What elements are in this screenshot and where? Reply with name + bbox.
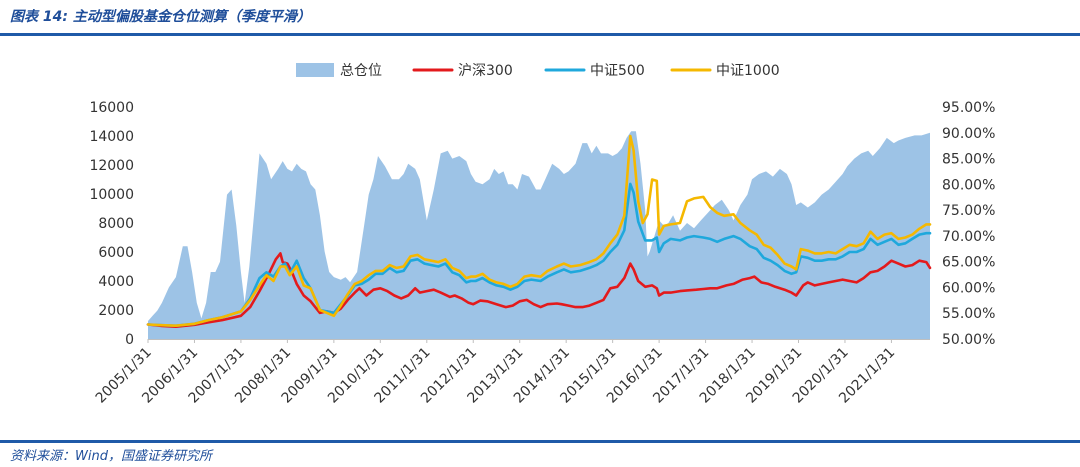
left-axis-tick-label: 16000: [89, 100, 134, 116]
right-axis-tick-label: 60.00%: [942, 280, 995, 296]
right-axis-tick-label: 65.00%: [942, 255, 995, 271]
left-axis-tick-label: 8000: [98, 216, 134, 232]
right-axis-tick-label: 90.00%: [942, 126, 995, 142]
figure-title: 图表 14: 主动型偏股基金仓位测算（季度平滑）: [10, 9, 311, 25]
position-chart: 0 2000 4000 6000 8000 10000 12000 14000 16000 50.…: [89, 63, 995, 407]
legend-label: 沪深300: [458, 63, 513, 79]
series-line-zz1000: [146, 134, 932, 327]
left-axis-tick-label: 0: [125, 332, 134, 348]
left-axis-tick-label: 6000: [98, 245, 134, 261]
right-axis-tick-label: 70.00%: [942, 229, 995, 245]
legend-item: 中证1000: [670, 63, 780, 79]
right-axis-tick-label: 95.00%: [942, 100, 995, 116]
left-axis-tick-label: 14000: [89, 129, 134, 145]
legend-item: 总仓位: [296, 63, 382, 79]
left-axis-tick-label: 12000: [89, 158, 134, 174]
legend-item: 沪深300: [412, 63, 513, 79]
right-axis-tick-label: 80.00%: [942, 177, 995, 193]
series-line-hs300: [146, 252, 932, 328]
right-axis-tick-label: 85.00%: [942, 152, 995, 168]
right-axis-tick-label: 75.00%: [942, 203, 995, 219]
series-area-total-position: [148, 131, 930, 339]
top-rule: [0, 33, 1080, 36]
right-axis-tick-label: 50.00%: [942, 332, 995, 348]
legend-label: 中证1000: [716, 63, 780, 79]
legend-label: 中证500: [590, 63, 645, 79]
legend-label: 总仓位: [340, 63, 382, 79]
left-axis-tick-label: 2000: [98, 303, 134, 319]
legend-swatch-area: [296, 63, 334, 77]
source-note: 资料来源：Wind，国盛证券研究所: [10, 449, 212, 464]
bottom-rule: [0, 440, 1080, 443]
left-axis-tick-label: 4000: [98, 274, 134, 290]
legend-item: 中证500: [544, 63, 645, 79]
right-axis-tick-label: 55.00%: [942, 306, 995, 322]
left-axis-tick-label: 10000: [89, 187, 134, 203]
